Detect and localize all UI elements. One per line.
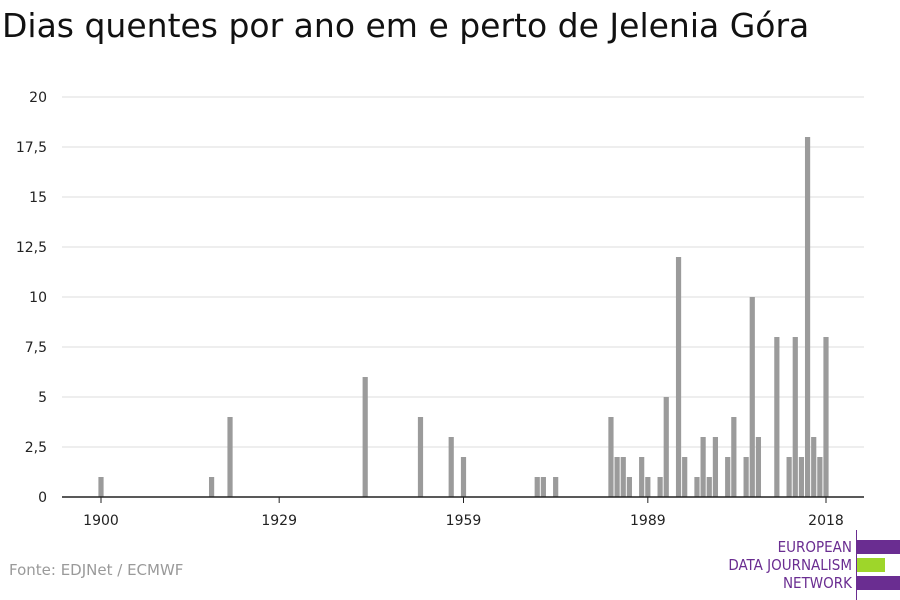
bar: [694, 477, 700, 497]
bar: [98, 477, 104, 497]
bar: [208, 477, 215, 497]
y-tick-label: 20: [29, 90, 47, 106]
bar: [731, 417, 737, 497]
y-tick-label: 10: [29, 290, 47, 306]
bar: [706, 477, 712, 497]
logo-text-network: NETWORK: [782, 574, 852, 592]
bar: [774, 337, 780, 497]
bar: [823, 337, 829, 497]
y-tick-label: 15: [29, 190, 47, 206]
bar: [700, 437, 706, 497]
bar: [725, 457, 731, 497]
y-axis-tick-labels: 0 2,5 5 7,5 10 12,5 15 17,5 20: [16, 90, 47, 506]
bar: [798, 457, 805, 497]
edjnet-logo: EUROPEAN DATA JOURNALISM NETWORK: [700, 528, 900, 600]
bar: [362, 377, 368, 497]
bars: [98, 137, 829, 497]
bar: [792, 337, 798, 497]
logo-bar-purple-bottom: [857, 576, 900, 590]
bar: [675, 257, 682, 497]
source-note: Fonte: EDJNet / ECMWF: [9, 561, 184, 579]
bar: [540, 477, 546, 497]
bar: [534, 477, 540, 497]
bar: [712, 437, 719, 497]
bar: [553, 477, 559, 497]
bar: [626, 477, 632, 497]
chart-title: Dias quentes por ano em e perto de Jelen…: [2, 6, 810, 45]
y-tick-label: 7,5: [25, 340, 47, 356]
bar: [755, 437, 762, 497]
y-tick-label: 12,5: [16, 240, 47, 256]
logo-text-data-journalism: DATA JOURNALISM: [728, 556, 852, 574]
bar: [663, 397, 669, 497]
logo-bar-purple-top: [857, 540, 900, 554]
bar: [608, 417, 614, 497]
x-tick-label: 1929: [261, 513, 297, 529]
x-tick-label: 2018: [808, 513, 844, 529]
y-tick-label: 5: [38, 390, 47, 406]
bar: [645, 477, 651, 497]
bar: [227, 417, 233, 497]
bar: [460, 457, 467, 497]
bar: [639, 457, 645, 497]
y-tick-label: 2,5: [25, 440, 47, 456]
bar: [657, 477, 663, 497]
y-tick-label: 0: [38, 490, 47, 506]
bar: [811, 437, 817, 497]
bar: [804, 137, 811, 497]
bar: [614, 457, 620, 497]
gridlines: [62, 96, 864, 448]
bar: [620, 457, 626, 497]
bar: [682, 457, 688, 497]
y-tick-label: 17,5: [16, 140, 47, 156]
x-axis-tick-labels: 1900 1929 1959 1989 2018: [83, 497, 844, 529]
x-tick-label: 1900: [83, 513, 119, 529]
bar: [448, 437, 454, 497]
x-tick-label: 1959: [446, 513, 482, 529]
bar: [817, 457, 823, 497]
logo-text-european: EUROPEAN: [777, 538, 852, 556]
x-tick-label: 1989: [630, 513, 666, 529]
logo-bar-green: [857, 558, 885, 572]
bar: [786, 457, 792, 497]
bar: [417, 417, 424, 497]
bar: [743, 457, 749, 497]
bar: [749, 297, 755, 497]
logo-divider: [856, 530, 857, 600]
